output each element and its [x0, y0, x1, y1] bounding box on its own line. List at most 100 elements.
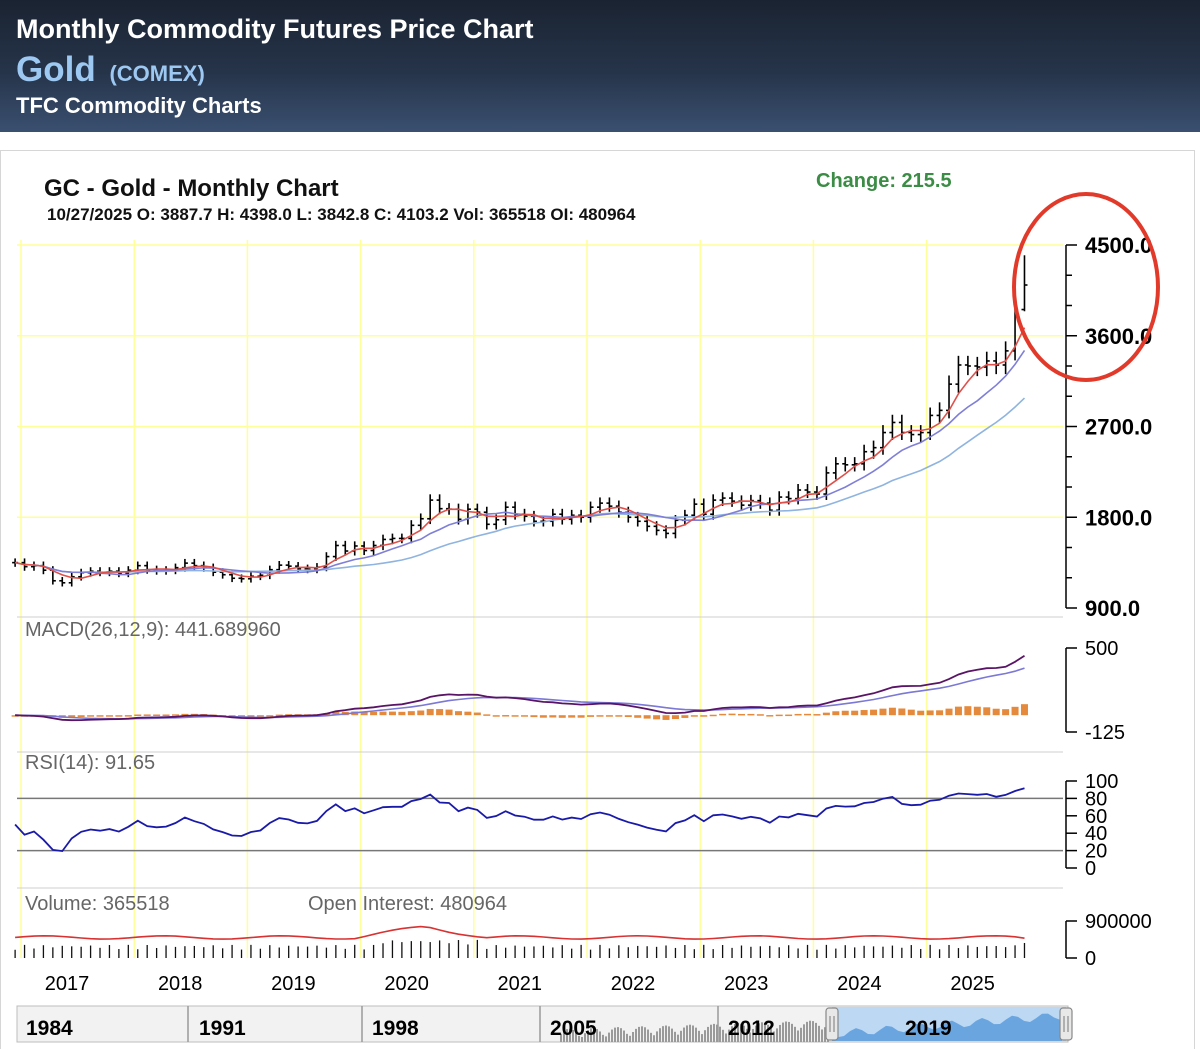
navigator-history-bar — [701, 1034, 703, 1042]
price-bar — [587, 501, 594, 523]
x-tick-label: 2018 — [158, 973, 203, 995]
navigator-history-bar — [602, 1034, 604, 1042]
macd-hist-bar — [671, 715, 679, 720]
navigator-history-bar — [752, 1028, 754, 1042]
macd-hist-bar — [690, 715, 698, 717]
navigator-history-bar — [560, 1033, 562, 1042]
macd-hist-bar — [822, 712, 830, 716]
macd-tick-label: 500 — [1085, 638, 1118, 660]
macd-hist-bar — [181, 713, 189, 716]
navigator-history-bar — [671, 1028, 673, 1042]
navigator-history-bar — [779, 1024, 781, 1042]
navigator-history-bar — [641, 1026, 643, 1042]
price-tick-label: 1800.0 — [1085, 505, 1152, 530]
macd-hist-bar — [954, 706, 962, 716]
macd-hist-bar — [530, 715, 538, 718]
macd-hist-bar — [775, 714, 783, 717]
macd-hist-bar — [171, 714, 179, 716]
commodity-name: Gold — [16, 50, 96, 89]
navigator-history-bar — [614, 1027, 616, 1042]
macd-hist-bar — [756, 714, 764, 716]
price-bar — [955, 355, 962, 393]
navigator-history-bar — [800, 1027, 802, 1042]
navigator-history-bar — [605, 1036, 607, 1042]
macd-hist-bar — [700, 715, 708, 717]
macd-hist-bar — [454, 711, 462, 716]
price-tick-label: 2700.0 — [1085, 415, 1152, 440]
price-bar — [417, 513, 424, 531]
navigator-history-bar — [815, 1022, 817, 1042]
oi-label: Open Interest: 480964 — [308, 893, 507, 915]
price-bar — [936, 402, 943, 424]
navigator-history-bar — [785, 1021, 787, 1042]
navigator-right-handle[interactable] — [1059, 1007, 1073, 1041]
macd-hist-bar — [256, 715, 264, 717]
volume-label: Volume: 365518 — [25, 893, 170, 915]
navigator-history-bar — [563, 1030, 565, 1042]
macd-hist-bar — [936, 710, 944, 716]
macd-hist-bar — [926, 710, 934, 716]
navigator-history-bar — [677, 1034, 679, 1042]
commodity-title: Gold (COMEX) — [16, 50, 205, 90]
macd-hist-bar — [388, 711, 396, 716]
navigator-history-bar — [635, 1028, 637, 1042]
navigator-history-bar — [566, 1029, 568, 1042]
macd-hist-bar — [275, 714, 283, 717]
ma-mid-line — [14, 349, 1026, 576]
navigator[interactable]: 1984 1991 1998 2005 2012 2019 — [16, 1005, 1073, 1043]
navigator-history-bar — [593, 1027, 595, 1042]
macd-hist-bar — [436, 709, 444, 716]
macd-hist-bar — [587, 715, 595, 717]
navigator-history-bar — [578, 1035, 580, 1042]
price-bar — [766, 497, 773, 516]
macd-hist-bar — [888, 707, 896, 716]
navigator-history-bar — [662, 1026, 664, 1042]
source-name: TFC Commodity Charts — [16, 93, 262, 118]
macd-hist-bar — [766, 715, 774, 717]
macd-hist-bar — [502, 715, 510, 717]
navigator-history-bar — [611, 1029, 613, 1042]
navigator-year-label: 1998 — [372, 1017, 419, 1040]
navigator-year-label: 1991 — [199, 1017, 246, 1040]
macd-hist-bar — [662, 715, 670, 720]
price-bar — [1021, 255, 1028, 312]
navigator-year-label: 2005 — [550, 1017, 597, 1040]
navigator-history-bar — [659, 1028, 661, 1042]
macd-hist-bar — [143, 714, 151, 716]
x-tick-label: 2017 — [45, 973, 90, 995]
grid — [17, 240, 1063, 958]
navigator-history-bar — [743, 1025, 745, 1042]
price-bar — [804, 484, 811, 499]
macd-hist-bar — [992, 708, 1000, 716]
macd-hist-bar — [973, 706, 981, 716]
x-tick-label: 2022 — [611, 973, 656, 995]
handle-body[interactable] — [1059, 1007, 1073, 1041]
price-bar — [889, 414, 896, 441]
price-plot-area — [17, 240, 1063, 608]
navigator-history-bar — [761, 1022, 763, 1042]
change-value: Change: 215.5 — [816, 170, 952, 192]
macd-hist-bar — [379, 711, 387, 716]
navigator-history-bar — [620, 1028, 622, 1042]
macd-hist-bar — [115, 715, 123, 717]
macd-hist-bar — [190, 713, 198, 716]
navigator-history-bar — [668, 1026, 670, 1042]
macd-hist-bar — [511, 715, 519, 717]
navigator-left-handle[interactable] — [825, 1007, 839, 1041]
price-bar — [342, 540, 349, 556]
navigator-history-bar — [776, 1028, 778, 1042]
price-bar — [389, 533, 396, 545]
price-bar — [606, 497, 613, 512]
navigator-history-bar — [575, 1032, 577, 1042]
price-bar — [861, 444, 868, 471]
navigator-history-bar — [809, 1020, 811, 1042]
navigator-history-bar — [638, 1026, 640, 1042]
rsi-tick-label: 40 — [1085, 823, 1107, 845]
navigator-history-bar — [683, 1027, 685, 1042]
handle-body[interactable] — [825, 1007, 839, 1041]
macd-hist-bar — [238, 715, 246, 717]
macd-hist-bar — [870, 709, 878, 716]
macd-hist-bar — [105, 715, 113, 717]
volume-tick-label: 0 — [1085, 948, 1096, 970]
macd-hist-bar — [605, 715, 613, 717]
